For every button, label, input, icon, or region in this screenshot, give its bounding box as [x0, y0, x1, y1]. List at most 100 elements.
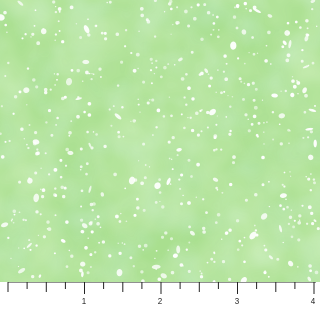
speckle-dot — [55, 124, 57, 126]
speckle-dot — [42, 235, 46, 239]
speckle-dot — [27, 146, 30, 150]
speckle-dot — [305, 33, 309, 37]
speckle-dot — [200, 130, 203, 133]
speckle-dot — [53, 168, 58, 172]
speckle-dot — [13, 95, 18, 99]
speckle-dot — [81, 80, 84, 83]
speckle-dot — [212, 22, 216, 25]
speckle-dot — [224, 77, 229, 82]
speckle-dot — [276, 257, 280, 261]
speckle-dot — [164, 231, 168, 235]
speckle-dot — [149, 99, 151, 101]
speckle-dot — [57, 20, 60, 23]
speckle-dot — [130, 51, 133, 55]
speckle-dot — [250, 123, 254, 126]
speckle-dot — [178, 178, 181, 181]
speckle-dot — [254, 192, 258, 197]
speckle-dot — [116, 84, 120, 87]
speckle-dot — [89, 253, 93, 257]
speckle-dot — [267, 275, 270, 278]
speckle-dot — [263, 244, 266, 247]
speckle-dot — [150, 82, 153, 85]
speckle-dot — [252, 98, 256, 102]
speckle-dot — [140, 181, 144, 186]
speckle-dot — [137, 67, 139, 70]
speckle-dot — [305, 222, 309, 225]
speckle-blob — [310, 0, 316, 3]
speckle-dot — [0, 132, 2, 135]
speckle-dot — [88, 72, 91, 75]
speckle-dot — [200, 71, 204, 76]
speckle-dot — [252, 52, 256, 56]
speckle-dot — [125, 220, 128, 223]
speckle-blob — [308, 108, 317, 113]
speckle-dot — [216, 115, 218, 117]
speckle-dot — [184, 9, 188, 14]
speckle-dot — [251, 81, 255, 85]
speckle-blob — [114, 113, 122, 120]
speckle-dot — [269, 63, 272, 65]
speckle-dot — [297, 93, 299, 95]
speckle-dot — [65, 147, 69, 152]
speckle-dot — [227, 94, 229, 97]
speckle-dot — [137, 103, 140, 106]
speckle-dot — [229, 105, 232, 108]
speckle-dot — [179, 263, 184, 267]
speckle-layer — [0, 0, 320, 282]
speckle-dot — [315, 25, 318, 28]
speckle-blob — [268, 255, 273, 260]
speckle-dot — [176, 6, 179, 9]
speckle-dot — [206, 261, 209, 264]
speckle-dot — [168, 96, 171, 98]
speckle-dot — [263, 131, 265, 133]
speckle-dot — [65, 220, 69, 224]
speckle-dot — [153, 72, 156, 75]
speckle-dot — [200, 108, 203, 111]
speckle-dot — [58, 10, 61, 13]
speckle-dot — [159, 75, 163, 79]
speckle-dot — [85, 172, 88, 176]
speckle-dot — [167, 249, 170, 252]
speckle-dot — [50, 133, 54, 137]
speckle-dot — [143, 243, 148, 248]
speckle-dot — [247, 118, 249, 120]
speckle-dot — [308, 264, 312, 268]
speckle-dot — [305, 176, 307, 178]
speckle-dot — [40, 167, 42, 169]
speckle-blob — [38, 274, 42, 278]
speckle-dot — [92, 202, 96, 206]
speckle-dot — [123, 243, 126, 245]
speckle-dot — [215, 15, 219, 19]
speckle-dot — [195, 196, 197, 198]
speckle-dot — [215, 186, 218, 190]
speckle-dot — [264, 59, 268, 63]
speckle-blob — [282, 40, 287, 46]
speckle-dot — [173, 64, 176, 66]
speckle-dot — [145, 18, 149, 22]
speckle-dot — [43, 87, 48, 92]
speckle-dot — [261, 155, 265, 160]
speckle-dot — [135, 52, 140, 57]
speckle-dot — [229, 182, 233, 187]
speckle-dot — [306, 27, 309, 30]
speckle-dot — [300, 59, 304, 63]
speckle-dot — [17, 265, 20, 268]
speckle-blob — [302, 65, 310, 69]
speckle-dot — [132, 68, 137, 73]
speckle-blob — [212, 177, 219, 182]
speckle-blob — [26, 242, 32, 248]
speckle-dot — [187, 269, 191, 273]
speckle-dot — [297, 238, 301, 242]
speckle-dot — [286, 205, 289, 209]
speckle-dot — [294, 20, 298, 24]
speckle-dot — [141, 279, 145, 282]
speckle-dot — [235, 219, 240, 223]
speckle-blob — [32, 139, 40, 145]
speckle-dot — [170, 33, 172, 35]
speckle-blob — [252, 8, 261, 13]
speckle-dot — [12, 209, 17, 213]
speckle-dot — [244, 198, 248, 202]
speckle-dot — [168, 157, 171, 160]
speckle-dot — [279, 142, 283, 146]
speckle-dot — [120, 212, 122, 215]
